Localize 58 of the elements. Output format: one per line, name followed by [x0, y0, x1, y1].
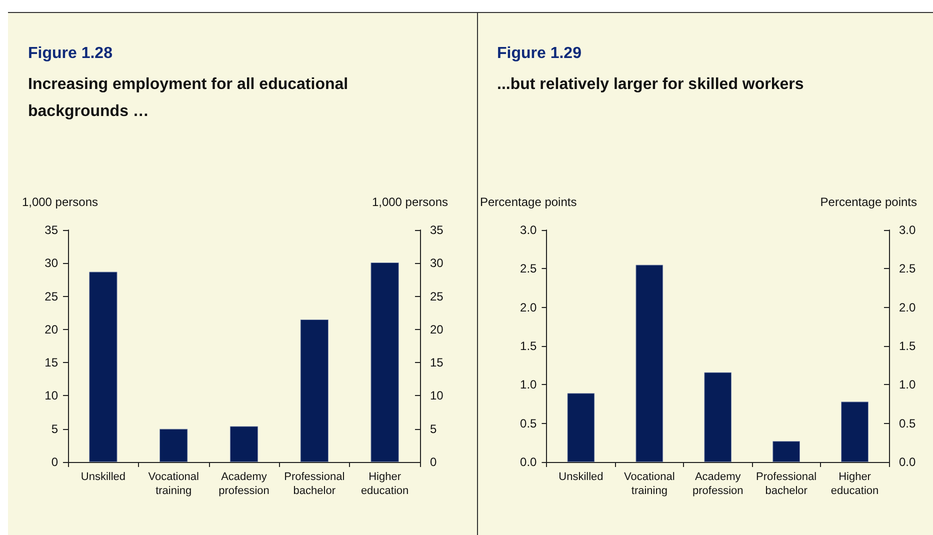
bar	[370, 262, 399, 462]
y-tick-label: 25	[44, 289, 58, 304]
y2-tick-label: 1.5	[899, 339, 916, 353]
x-tick-label: Academy profession	[218, 471, 270, 497]
chart-title: Figure 1.28	[28, 45, 112, 63]
x-tick-label: Vocational training	[148, 471, 199, 497]
bar	[841, 402, 868, 462]
y-tick-label: 35	[44, 223, 58, 237]
y-axis-title: 1,000 persons	[22, 195, 98, 209]
y-tick-label: 10	[44, 388, 58, 403]
bar	[772, 441, 800, 462]
y2-tick-label: 35	[430, 223, 444, 237]
x-tick-label: Professional bachelor	[756, 471, 817, 497]
x-tick-label: Unskilled	[558, 471, 604, 483]
y-tick-label: 15	[44, 356, 58, 370]
x-tick-label: Vocational training	[624, 471, 675, 497]
chart-title: Figure 1.29	[497, 45, 582, 63]
y2-tick-label: 30	[430, 256, 444, 270]
bar	[300, 319, 328, 462]
y2-tick-label: 25	[430, 289, 444, 304]
y2-tick-label: 2.0	[899, 300, 916, 314]
y2-tick-label: 3.0	[899, 223, 916, 237]
y-tick-label: 2.0	[520, 300, 538, 314]
bar	[230, 426, 258, 462]
y2-tick-label: 1.0	[899, 378, 916, 392]
y-tick-label: 2.5	[520, 262, 538, 276]
y2-tick-label: 0	[430, 455, 437, 469]
bar	[567, 393, 595, 462]
y-tick-label: 0.0	[520, 455, 538, 469]
x-tick-label: Academy profession	[692, 471, 744, 497]
y-tick-label: 3.0	[520, 223, 538, 237]
y-tick-label: 0	[51, 455, 58, 469]
y2-tick-label: 2.5	[899, 262, 916, 276]
chart-subtitle: Increasing employment for all educational backgrounds …	[28, 75, 350, 122]
x-tick-label: Higher education	[830, 471, 879, 497]
y-tick-label: 0.5	[520, 416, 538, 430]
bar	[636, 264, 664, 462]
bar	[160, 428, 188, 462]
chart-subtitle: ...but relatively larger for skilled workers	[497, 75, 805, 95]
y2-tick-label: 0.0	[899, 455, 916, 469]
y2-tick-label: 10	[430, 388, 444, 403]
y2-tick-label: 15	[430, 356, 444, 370]
bar	[89, 272, 118, 462]
y-tick-label: 1.5	[520, 339, 538, 353]
y2-axis-title: 1,000 persons	[372, 195, 448, 209]
x-tick-label: Higher education	[360, 471, 409, 497]
y-tick-label: 30	[44, 256, 58, 270]
y-tick-label: 20	[44, 322, 58, 336]
x-tick-label: Professional bachelor	[284, 471, 345, 497]
y-tick-label: 5	[51, 422, 58, 436]
x-tick-label: Unskilled	[80, 471, 126, 483]
bar	[704, 372, 732, 462]
y-axis-title: Percentage points	[480, 195, 577, 209]
y-tick-label: 1.0	[520, 378, 538, 392]
y2-tick-label: 5	[430, 422, 437, 436]
y2-tick-label: 0.5	[899, 416, 916, 430]
y2-axis-title: Percentage points	[820, 195, 917, 209]
y2-tick-label: 20	[430, 322, 444, 336]
